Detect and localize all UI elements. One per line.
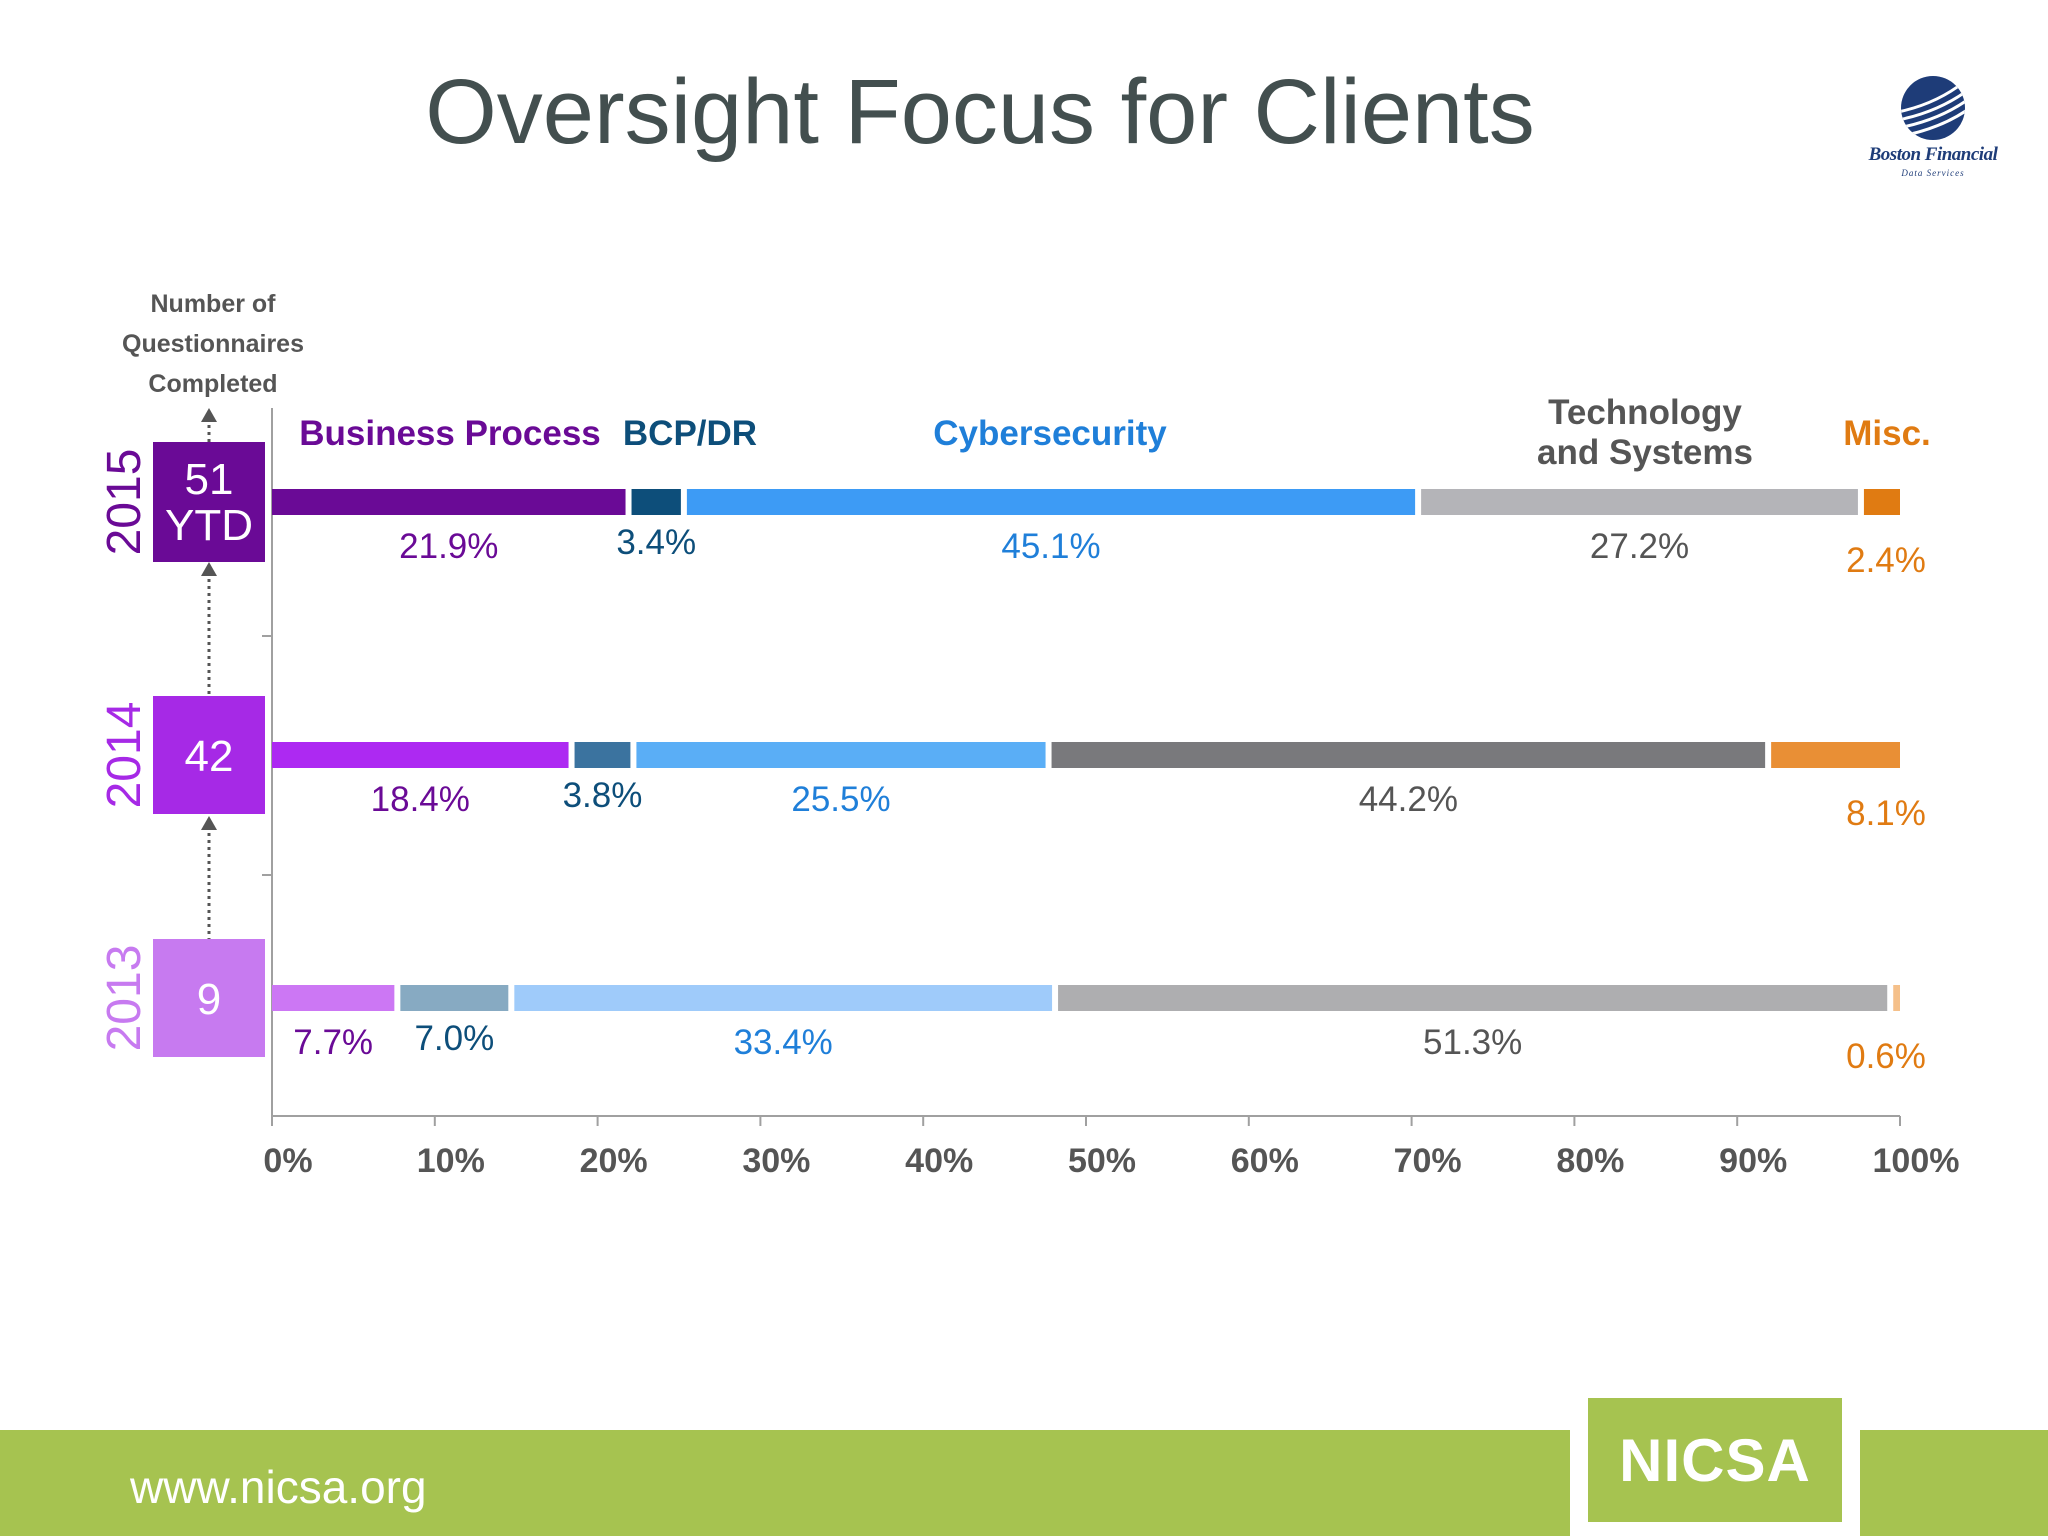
data-label: 8.1%	[1846, 794, 1926, 833]
data-label: 3.4%	[616, 523, 696, 562]
x-tick-label: 0%	[263, 1142, 312, 1180]
x-tick-label: 80%	[1556, 1142, 1624, 1180]
boston-financial-logo: Boston Financial Data Services	[1858, 68, 2008, 188]
bar-segment	[686, 489, 1416, 515]
bar-segment	[636, 742, 1046, 768]
bar-segment	[631, 489, 681, 515]
bar-segment	[272, 742, 569, 768]
data-label: 45.1%	[1001, 527, 1100, 566]
bar-segment	[400, 985, 509, 1011]
count-value: 42	[185, 732, 234, 781]
logo-subtitle: Data Services	[1901, 168, 1965, 178]
count-box	[153, 442, 265, 562]
bar-segment	[574, 742, 631, 768]
year-label: 2013	[98, 945, 151, 1052]
globe-icon	[1901, 76, 1965, 140]
x-tick-label: 70%	[1394, 1142, 1462, 1180]
data-label: 27.2%	[1590, 527, 1689, 566]
year-label: 2014	[98, 702, 151, 809]
nicsa-logo-text: NICSA	[1588, 1398, 1842, 1522]
legend-label: Technology and Systems	[1537, 393, 1753, 472]
data-label: 3.8%	[563, 776, 643, 815]
arrow-up-icon	[201, 562, 217, 576]
bar-segment	[514, 985, 1053, 1011]
data-label: 33.4%	[734, 1023, 833, 1062]
data-label: 0.6%	[1846, 1037, 1926, 1076]
bar-segment	[1051, 742, 1766, 768]
bar-segment	[1863, 489, 1900, 515]
x-tick-label: 100%	[1873, 1142, 1960, 1180]
x-tick-label: 60%	[1231, 1142, 1299, 1180]
footer-url[interactable]: www.nicsa.org	[130, 1461, 427, 1513]
count-box	[153, 696, 265, 814]
data-label: 7.7%	[293, 1023, 373, 1062]
bar-segment	[1058, 985, 1888, 1011]
legend-label: Misc.	[1843, 414, 1931, 453]
bar-segment	[1421, 489, 1858, 515]
data-label: 2.4%	[1846, 541, 1926, 580]
bar-segment	[272, 985, 395, 1011]
data-label: 7.0%	[414, 1019, 494, 1058]
x-tick-label: 50%	[1068, 1142, 1136, 1180]
count-value: 9	[197, 975, 221, 1024]
legend-label: Business Process	[299, 414, 601, 453]
bar-segment	[1771, 742, 1900, 768]
x-tick-label: 90%	[1719, 1142, 1787, 1180]
bar-segment	[1893, 985, 1900, 1011]
logo-name: Boston Financial	[1868, 144, 1998, 165]
count-box	[153, 939, 265, 1057]
data-label: 51.3%	[1423, 1023, 1522, 1062]
arrow-up-icon	[201, 408, 217, 422]
page-title: Oversight Focus for Clients	[425, 61, 1535, 163]
data-label: 18.4%	[371, 780, 470, 819]
legend-label: Cybersecurity	[933, 414, 1167, 453]
data-label: 25.5%	[791, 780, 890, 819]
x-tick-label: 20%	[580, 1142, 648, 1180]
nicsa-logo: NICSA	[1570, 1380, 1860, 1540]
y-axis-label: Number of Questionnaires Completed	[122, 290, 304, 398]
arrow-up-icon	[201, 816, 217, 830]
legend-label: BCP/DR	[623, 414, 757, 453]
data-label: 21.9%	[399, 527, 498, 566]
data-label: 44.2%	[1359, 780, 1458, 819]
bar-segment	[272, 489, 626, 515]
stacked-bar-chart: 0% 10% 20% 30% 40% 50% 60% 70% 80% 90% 100% Number …	[98, 290, 1960, 1180]
count-value: 51 YTD	[165, 455, 253, 550]
x-tick-label: 30%	[742, 1142, 810, 1180]
x-tick-label: 10%	[417, 1142, 485, 1180]
x-tick-label: 40%	[905, 1142, 973, 1180]
year-label: 2015	[98, 449, 151, 556]
